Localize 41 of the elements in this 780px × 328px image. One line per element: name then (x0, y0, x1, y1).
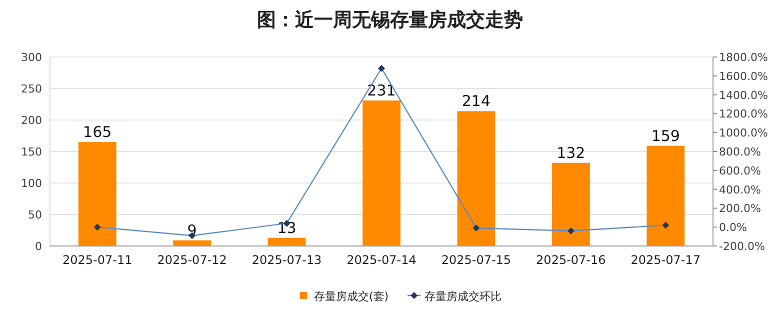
legend-label: 存量房成交环比 (424, 290, 502, 303)
legend-label: 存量房成交(套) (314, 290, 389, 303)
y-tick-label: 300 (21, 51, 42, 64)
data-label: 165 (83, 123, 112, 142)
x-tick-label: 2025-07-14 (346, 253, 416, 267)
bar (362, 100, 400, 246)
y2-tick-label: 200.0% (719, 202, 761, 216)
x-tick-label: 2025-07-13 (252, 253, 322, 267)
x-tick-label: 2025-07-15 (441, 253, 512, 267)
y-tick-label: 250 (21, 82, 42, 96)
y-tick-label: 150 (21, 146, 42, 158)
bar (457, 111, 496, 246)
y2-tick-label: 0.0% (719, 221, 747, 234)
y2-tick-label: -200.0% (719, 240, 765, 253)
bar (552, 162, 590, 246)
data-label: 132 (556, 144, 586, 162)
x-tick-label: 2025-07-11 (62, 253, 132, 267)
bar (268, 238, 306, 246)
y2-tick-label: 1400.0% (719, 88, 768, 102)
y-tick-label: 100 (21, 177, 42, 190)
data-label: 231 (367, 81, 396, 100)
y-tick-label: 50 (28, 208, 42, 222)
bar (173, 240, 212, 246)
x-tick-label: 2025-07-17 (630, 253, 701, 267)
y2-tick-label: 1600.0% (719, 70, 768, 83)
y2-tick-label: 1800.0% (719, 51, 768, 64)
data-label: 13 (277, 218, 296, 237)
x-tick-label: 2025-07-16 (536, 253, 606, 267)
y-tick-label: 0 (35, 240, 42, 253)
y2-tick-label: 600.0% (719, 164, 761, 178)
x-tick-label: 2025-07-12 (157, 253, 227, 267)
chart-title: 图：近一周无锡存量房成交走势 (257, 9, 523, 31)
bar (78, 142, 116, 246)
data-label: 159 (651, 126, 680, 145)
data-label: 214 (462, 92, 491, 110)
y2-tick-label: 400.0% (719, 183, 761, 196)
y2-tick-label: 1000.0% (719, 126, 768, 140)
bar (646, 146, 685, 246)
y2-tick-label: 800.0% (719, 146, 761, 158)
y2-tick-label: 1200.0% (719, 108, 768, 121)
y-tick-label: 200 (21, 114, 42, 127)
